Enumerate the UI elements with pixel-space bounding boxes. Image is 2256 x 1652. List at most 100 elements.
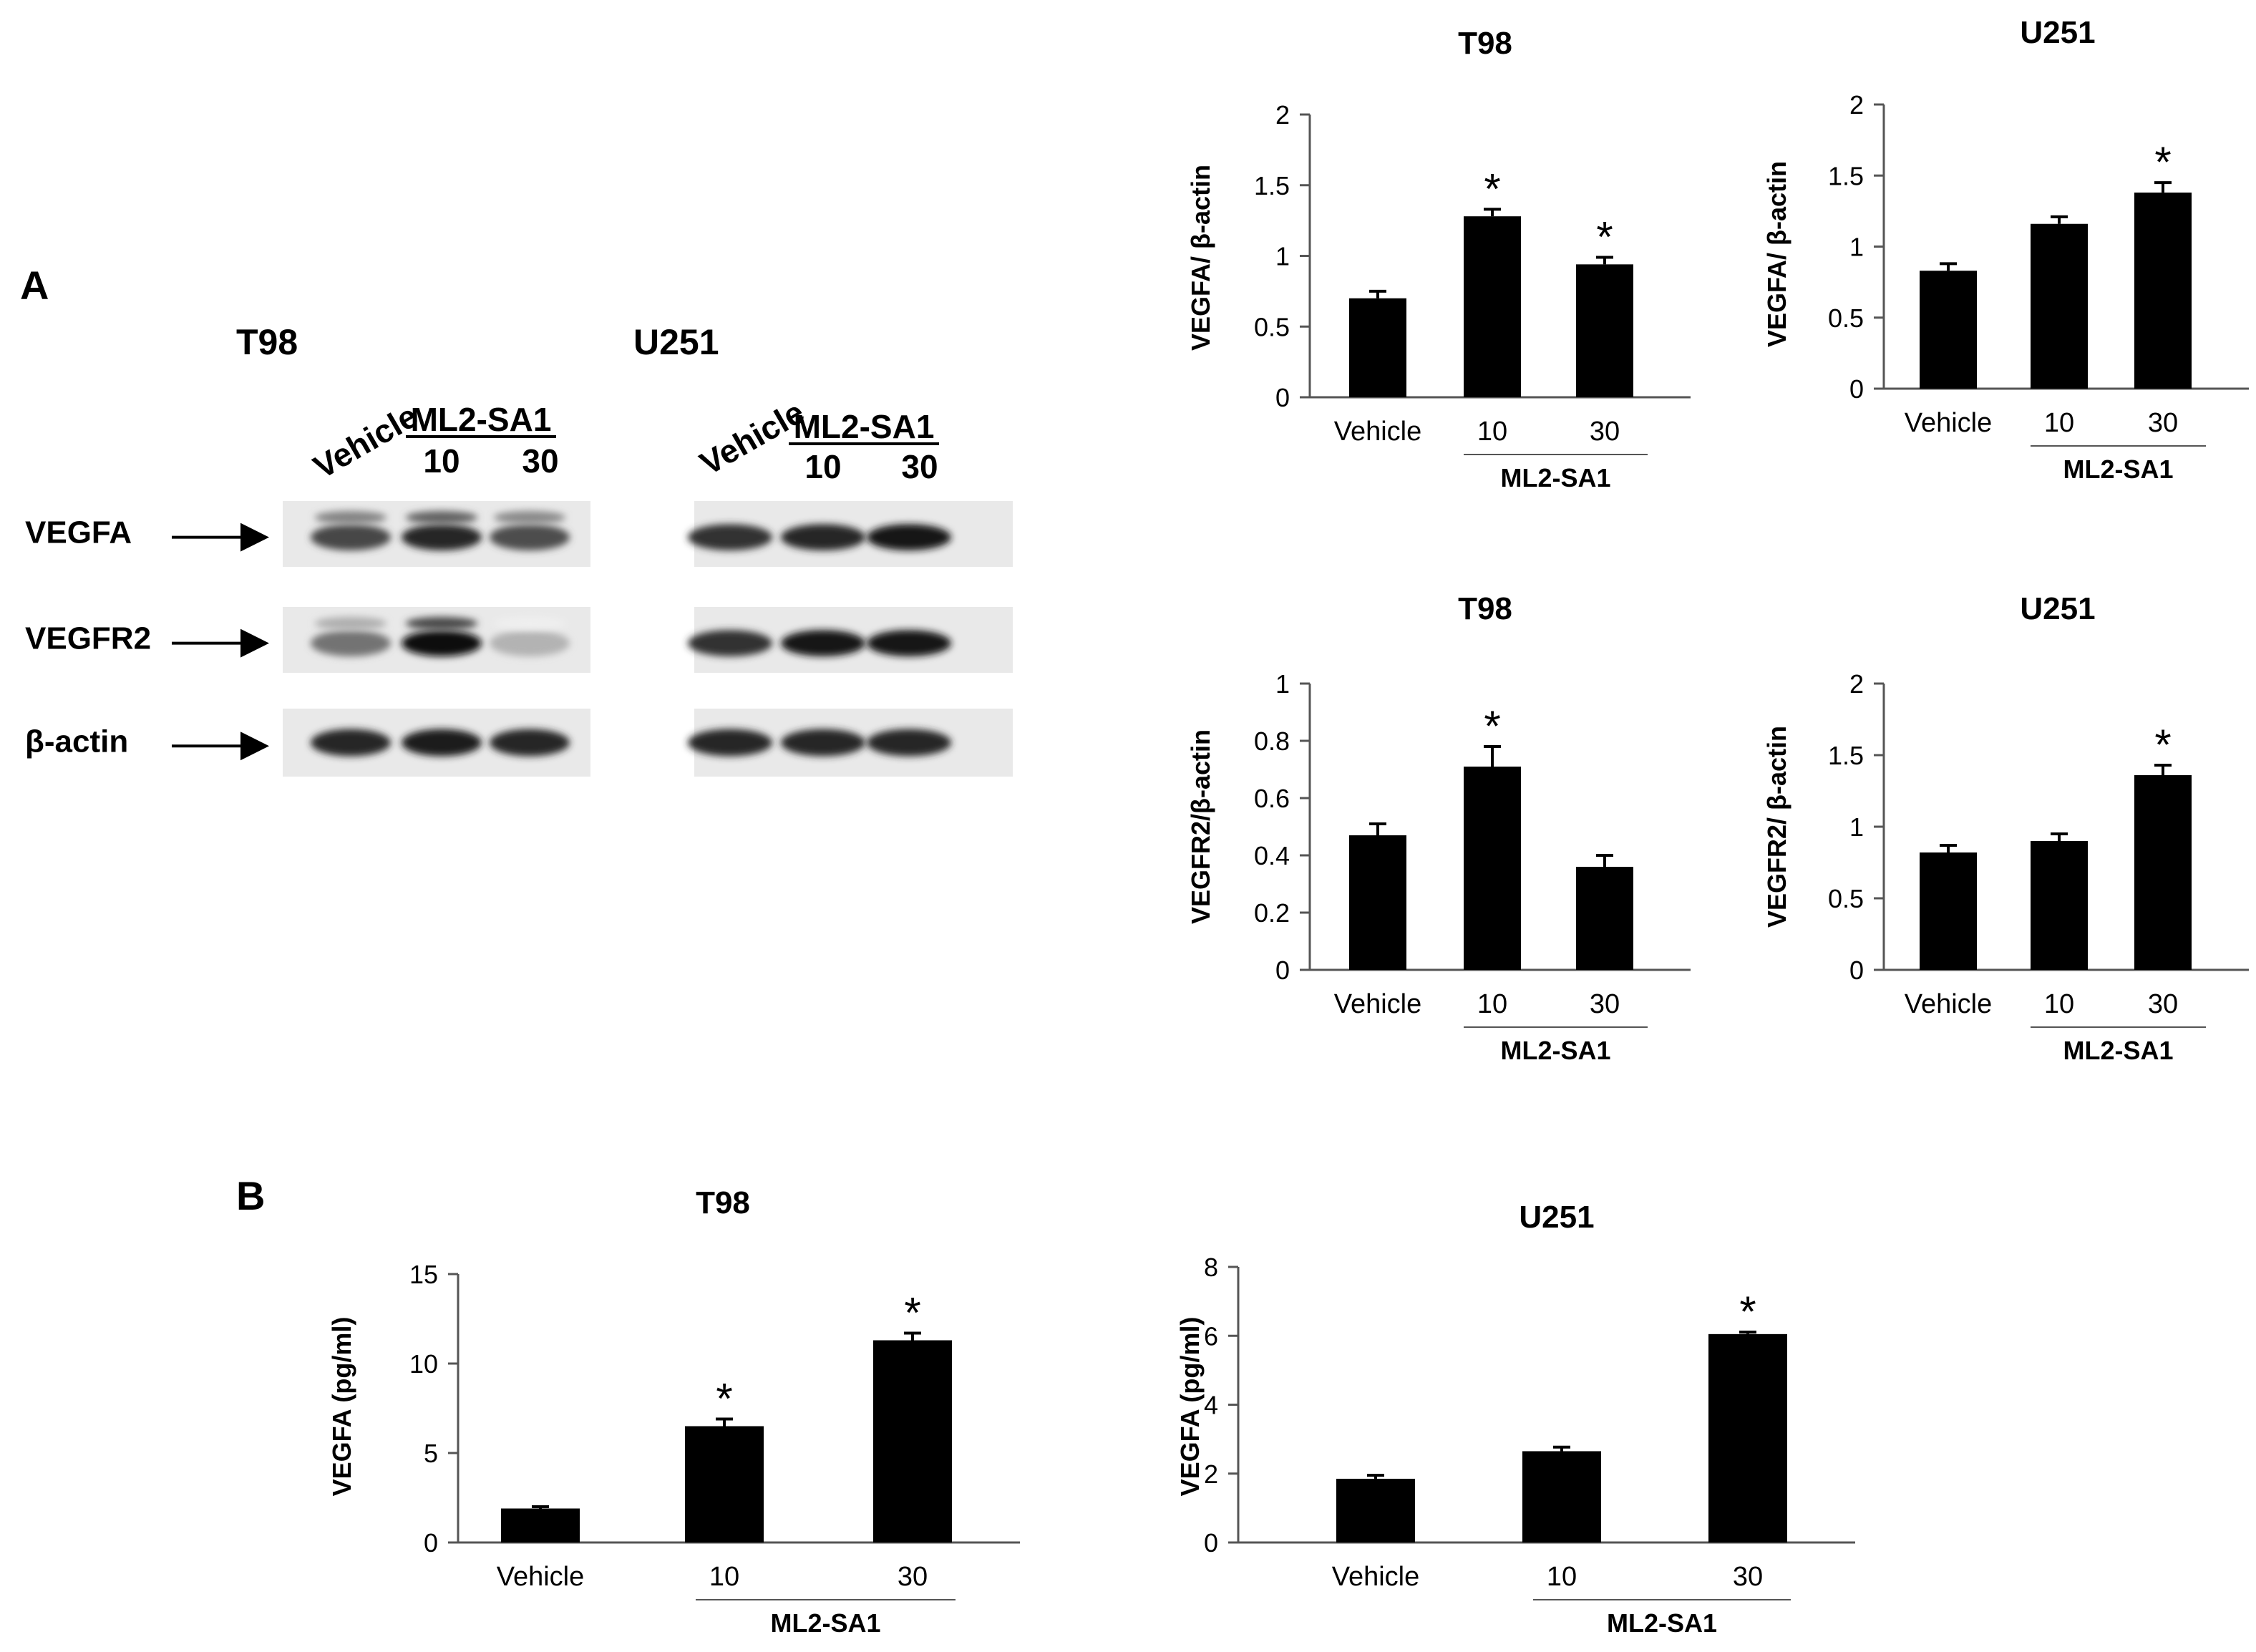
- y-axis-label: VEGFR2/β-actin: [1186, 729, 1215, 924]
- x-tick-label: 10: [709, 1562, 739, 1592]
- x-tick-label: 30: [1733, 1562, 1763, 1592]
- bar-30: [2134, 193, 2192, 389]
- blot-band: [867, 524, 951, 550]
- x-tick-label: 30: [2148, 989, 2178, 1019]
- y-tick-label: 1: [1849, 233, 1864, 262]
- bar-10: [1464, 767, 1521, 970]
- x-tick-label: 10: [1477, 417, 1507, 447]
- blot-row-label: VEGFR2: [25, 621, 151, 656]
- bar-vehicle: [1920, 271, 1977, 389]
- bar-vehicle: [1349, 298, 1406, 397]
- bar-30: [873, 1340, 952, 1542]
- y-tick-label: 0.4: [1254, 841, 1290, 870]
- bar-30: [1576, 867, 1633, 970]
- y-tick-label: 2: [1275, 100, 1290, 130]
- bar-vehicle: [1336, 1478, 1415, 1542]
- x-tick-label: 10: [2044, 989, 2074, 1019]
- x-tick-label: Vehicle: [1332, 1562, 1420, 1592]
- blot-band: [402, 524, 482, 550]
- y-tick-label: 1: [1275, 669, 1290, 699]
- group-label: ML2-SA1: [770, 1608, 880, 1638]
- x-tick-label: 10: [2044, 408, 2074, 438]
- x-tick-label: Vehicle: [1334, 417, 1422, 447]
- y-tick-label: 8: [1204, 1253, 1218, 1282]
- group-label: ML2-SA1: [1500, 463, 1610, 492]
- x-tick-label: Vehicle: [1905, 408, 1993, 438]
- x-tick-label: Vehicle: [497, 1562, 585, 1592]
- blot-band: [867, 630, 951, 656]
- y-axis-label: VEGFA (pg/ml): [327, 1317, 356, 1497]
- bar-10: [1464, 216, 1521, 397]
- x-tick-label: 10: [1477, 989, 1507, 1019]
- blot-band: [781, 729, 865, 757]
- y-tick-label: 4: [1204, 1391, 1218, 1420]
- y-tick-label: 5: [424, 1439, 438, 1468]
- blot-band: [688, 729, 772, 757]
- y-tick-label: 0.2: [1254, 898, 1290, 928]
- blot-group-label: ML2-SA1: [794, 408, 935, 445]
- x-tick-label: 10: [1547, 1562, 1577, 1592]
- chart-title: T98: [696, 1185, 750, 1220]
- chart-vegfa-u251: U251 0 0.5 1 1.5 2 VEGFA/ β-actin Vehicle 10 * 30 M…: [1762, 15, 2249, 484]
- blot-title: U251: [633, 322, 719, 362]
- blot-band: [311, 729, 391, 757]
- significance-star: *: [2154, 138, 2171, 186]
- y-tick-label: 15: [409, 1260, 438, 1289]
- chart-title: T98: [1458, 26, 1512, 61]
- significance-star: *: [1596, 213, 1613, 261]
- significance-star: *: [904, 1289, 920, 1337]
- x-tick-label: Vehicle: [1905, 989, 1993, 1019]
- y-tick-label: 0.5: [1828, 303, 1864, 333]
- blot-band-faint: [314, 616, 387, 631]
- chart-vegfr2-u251: U251 0 0.5 1 1.5 2 VEGFR2/ β-actin Vehicle 10 * 30…: [1762, 591, 2249, 1065]
- y-tick-label: 1.5: [1254, 171, 1290, 200]
- blot-band: [490, 524, 570, 550]
- bar-30: [2134, 775, 2192, 970]
- y-tick-label: 0: [1204, 1528, 1218, 1558]
- blot-band: [781, 630, 865, 656]
- bar-vehicle: [1920, 852, 1977, 970]
- chart-title: U251: [2020, 591, 2095, 626]
- y-tick-label: 2: [1204, 1459, 1218, 1489]
- significance-star: *: [1484, 165, 1500, 213]
- blot-band-faint: [314, 510, 387, 525]
- y-tick-label: 0: [1275, 956, 1290, 985]
- blot-row-label: VEGFA: [25, 515, 132, 550]
- chart-secreted-vegfa-u251: U251 0 2 4 6 8 VEGFA (pg/ml) Vehicle 10 * 30 ML2-SA…: [1175, 1200, 1855, 1638]
- blot-band: [311, 630, 391, 656]
- chart-vegfr2-t98: T98 0 0.2 0.4 0.6 0.8 1 VEGFR2/β-actin Vehicle * 1…: [1186, 591, 1691, 1065]
- y-tick-label: 0: [424, 1528, 438, 1558]
- significance-star: *: [2154, 721, 2171, 769]
- y-tick-label: 2: [1849, 90, 1864, 120]
- chart-title: U251: [2020, 15, 2095, 50]
- y-tick-label: 0: [1275, 383, 1290, 412]
- x-tick-label: 30: [2148, 408, 2178, 438]
- blot-band-faint: [405, 510, 478, 525]
- blot-lane-label-30: 30: [901, 448, 938, 485]
- y-axis-label: VEGFA/ β-actin: [1762, 161, 1791, 347]
- bar-vehicle: [1349, 835, 1406, 970]
- panel-label-a: A: [20, 263, 49, 308]
- blot-band: [311, 524, 391, 550]
- bar-10: [2031, 841, 2088, 970]
- x-tick-label: 30: [1590, 989, 1620, 1019]
- blot-lane-label-10: 10: [423, 442, 460, 480]
- blot-band: [490, 729, 570, 757]
- blot-lane-label-10: 10: [804, 448, 841, 485]
- blot-band: [867, 729, 951, 757]
- panel-label-b: B: [236, 1173, 265, 1218]
- blot-band: [688, 524, 772, 550]
- blot-band: [688, 630, 772, 656]
- x-tick-label: 30: [898, 1562, 928, 1592]
- y-axis-label: VEGFA (pg/ml): [1175, 1317, 1205, 1497]
- blot-band: [402, 630, 482, 656]
- blot-row-label: β-actin: [25, 724, 128, 759]
- x-tick-label: Vehicle: [1334, 989, 1422, 1019]
- bar-10: [1522, 1451, 1601, 1542]
- chart-title: T98: [1458, 591, 1512, 626]
- blot-band: [781, 524, 865, 550]
- blot-group-label: ML2-SA1: [411, 401, 552, 438]
